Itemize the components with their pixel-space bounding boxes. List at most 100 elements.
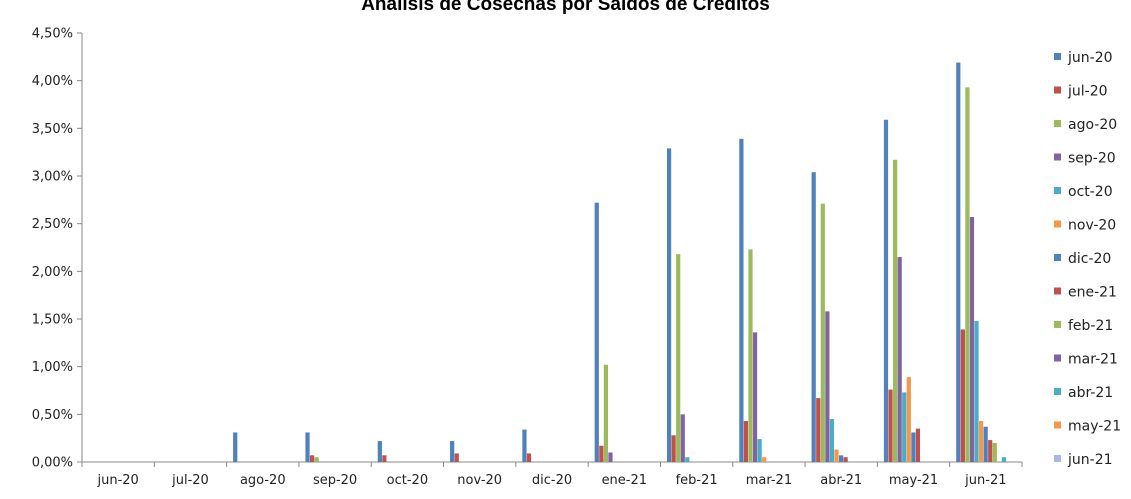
bar: [816, 398, 821, 462]
bar: [762, 457, 767, 462]
bar: [915, 428, 921, 462]
y-tick-label: 0,00%: [32, 456, 73, 471]
y-tick-label: 4,50%: [32, 27, 73, 42]
bar: [752, 332, 758, 462]
legend-label: abr-21: [1068, 385, 1113, 401]
legend-swatch: [1054, 153, 1061, 161]
legend-label: ene-21: [1068, 285, 1117, 301]
legend-swatch: [1054, 455, 1061, 462]
bar: [811, 172, 816, 462]
x-tick-label: ene-21: [602, 473, 647, 488]
bar: [965, 87, 970, 462]
legend-label: ago-20: [1068, 117, 1117, 133]
bar: [314, 457, 319, 462]
y-tick-label: 0,50%: [32, 408, 73, 423]
bar: [960, 329, 965, 462]
bar: [834, 449, 839, 462]
bar: [233, 432, 238, 462]
x-tick-label: mar-21: [746, 473, 792, 488]
bar: [906, 377, 911, 462]
axes: [81, 33, 1022, 463]
y-tick-label: 3,00%: [32, 170, 73, 185]
bar: [838, 455, 844, 462]
bar: [829, 419, 835, 462]
legend-swatch: [1054, 220, 1061, 228]
legend-swatch: [1054, 53, 1061, 60]
bar: [748, 249, 753, 462]
y-axis-ticks: 0,00% 0,50% 1,00% 1,50% 2,00% 2,50% 3,00% 3,50%…: [32, 27, 82, 471]
legend-label: sep-20: [1068, 151, 1116, 167]
legend-swatch: [1054, 321, 1061, 328]
x-tick-label: jul-20: [171, 473, 209, 488]
bar: [685, 457, 690, 462]
x-tick-label: feb-21: [676, 473, 718, 488]
legend-swatch: [1054, 388, 1061, 395]
bar: [666, 148, 672, 462]
x-tick-label: nov-20: [457, 473, 502, 488]
legend-swatch: [1054, 86, 1061, 94]
bar: [992, 442, 997, 462]
bar: [454, 453, 459, 462]
legend-swatch: [1054, 421, 1061, 429]
bar: [450, 441, 455, 462]
bar: [902, 392, 907, 462]
x-tick-label: sep-20: [313, 473, 357, 488]
bar: [883, 119, 889, 462]
bar: [988, 440, 993, 462]
x-tick-label: dic-20: [532, 473, 572, 488]
bar: [305, 432, 310, 462]
legend-swatch: [1054, 187, 1061, 194]
bar: [888, 389, 893, 462]
bar: [893, 159, 898, 463]
bar: [743, 421, 749, 462]
x-tick-label: abr-21: [820, 473, 862, 488]
x-tick-label: ago-20: [240, 473, 286, 488]
bar: [979, 421, 984, 462]
bar: [608, 452, 613, 462]
y-tick-label: 2,00%: [32, 265, 73, 280]
bar: [757, 439, 762, 462]
x-tick-label: may-21: [889, 473, 938, 488]
legend-label: jun-20: [1067, 50, 1113, 66]
bar: [911, 432, 916, 462]
chart-title: Análisis de Cosechas por Saldos de Crédi…: [361, 0, 770, 15]
bar: [526, 453, 532, 462]
bar: [603, 364, 608, 462]
bar: [897, 257, 902, 462]
bar: [309, 455, 315, 462]
bar: [382, 455, 387, 462]
bar: [671, 435, 676, 462]
bar: [1001, 457, 1007, 462]
x-tick-label: jun-21: [964, 473, 1006, 488]
bar: [843, 457, 848, 462]
bar: [820, 203, 825, 462]
legend-swatch: [1054, 120, 1061, 127]
bar: [956, 62, 961, 463]
bar: [969, 216, 975, 462]
bar: [983, 426, 988, 462]
legend-swatch: [1054, 254, 1061, 261]
y-tick-label: 4,00%: [32, 74, 73, 89]
legend-label: nov-20: [1068, 218, 1116, 234]
bar: [680, 414, 685, 462]
x-axis-ticks: jun-20 jul-20 ago-20 sep-20 oct-20 nov-20 dic-…: [81, 462, 1023, 488]
bar: [599, 445, 604, 462]
legend-label: feb-21: [1068, 318, 1113, 334]
bar: [594, 202, 599, 462]
x-tick-label: oct-20: [387, 473, 428, 488]
bar: [739, 138, 744, 462]
legend-label: mar-21: [1068, 352, 1118, 368]
bar: [377, 441, 382, 462]
y-tick-label: 2,50%: [32, 217, 73, 232]
y-tick-label: 1,50%: [32, 313, 73, 328]
bar: [676, 254, 681, 462]
bar: [974, 320, 979, 462]
legend-label: may-21: [1068, 419, 1121, 435]
x-tick-label: jun-20: [96, 473, 138, 488]
y-tick-label: 3,50%: [32, 122, 73, 137]
legend-label: jul-20: [1067, 84, 1108, 100]
legend-swatch: [1054, 287, 1061, 295]
y-tick-label: 1,00%: [32, 360, 73, 375]
legend: jun-20 jul-20 ago-20 sep-20 oct-20 nov-20 dic-…: [1054, 50, 1121, 468]
